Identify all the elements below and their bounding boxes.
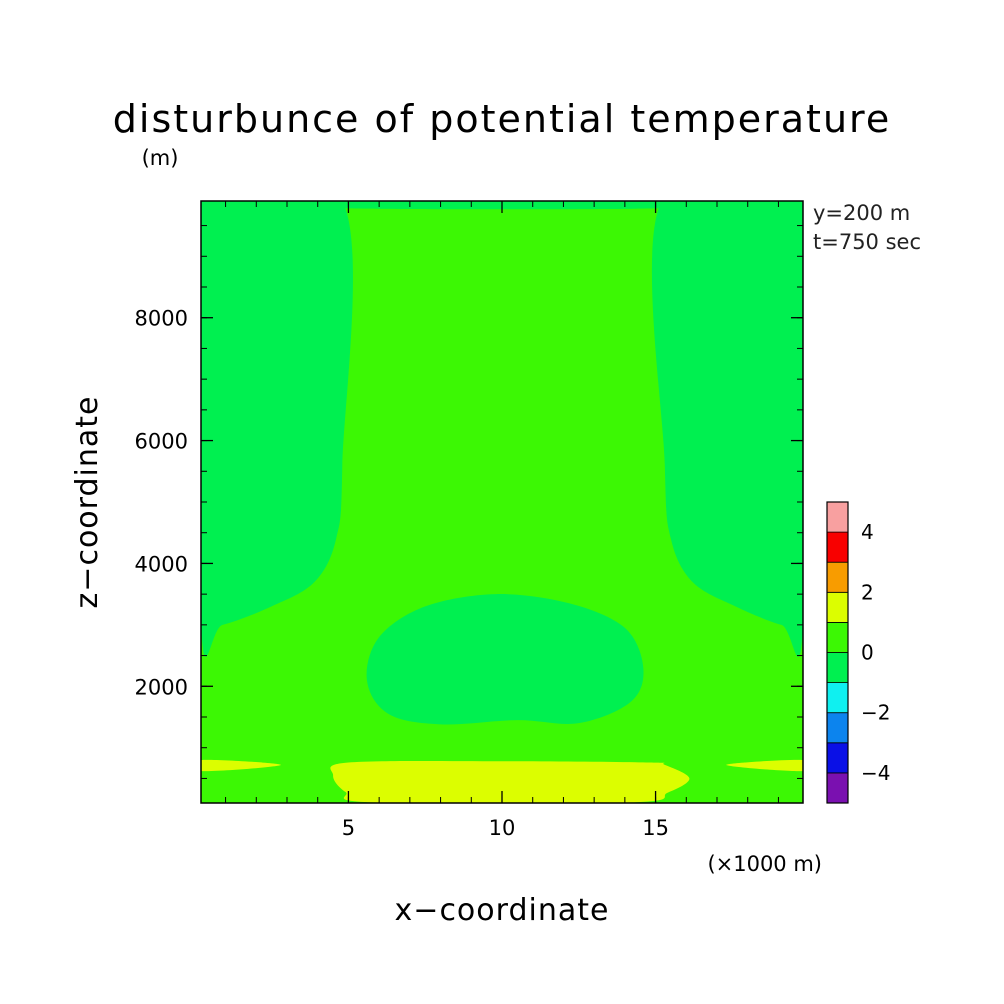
x-tick-label: 15 [642, 816, 669, 840]
colorbar-swatch [826, 591, 849, 623]
x-axis-ticks: 5 10 15 [342, 201, 669, 840]
colorbar-tick-label: 2 [861, 580, 874, 604]
colorbar: 4 2 0 −2 −4 [826, 501, 890, 804]
annotation-time: t=750 sec [813, 230, 921, 254]
colorbar-swatch [826, 622, 849, 653]
colorbar-swatches [826, 501, 849, 804]
colorbar-swatch [826, 682, 849, 714]
contour-region-upper-right-negative [651, 201, 803, 657]
y-tick-label: 8000 [135, 307, 188, 331]
x-tick-label: 10 [489, 816, 516, 840]
x-axis-title: x−coordinate [395, 893, 610, 928]
colorbar-swatch [826, 772, 849, 804]
y-tick-label: 4000 [135, 552, 188, 576]
y-unit-label: (m) [142, 146, 179, 170]
colorbar-frame [826, 501, 849, 804]
colorbar-swatch [826, 531, 849, 563]
colorbar-swatch [826, 561, 849, 593]
colorbar-swatch [826, 501, 849, 533]
contour-region-bottom-right-positive [726, 759, 803, 772]
plot-area: 5 10 15 2000 4000 6000 8000 [135, 200, 804, 840]
contour-regions [201, 201, 803, 803]
contour-region-upper-left-negative [201, 201, 353, 657]
y-tick-label: 2000 [135, 675, 188, 699]
colorbar-tick-label: −4 [861, 761, 890, 785]
chart-title: disturbunce of potential temperature [113, 97, 891, 141]
colorbar-swatch [826, 712, 849, 744]
x-tick-label: 5 [342, 816, 355, 840]
colorbar-swatch [826, 742, 849, 774]
contour-region-bottom-center-positive [330, 760, 690, 803]
annotation-y-slice: y=200 m [813, 201, 910, 225]
y-axis-title: z−coordinate [70, 396, 105, 609]
contour-region-central-negative-blob [366, 594, 644, 725]
x-unit-label: (×1000 m) [707, 852, 822, 876]
colorbar-labels: 4 2 0 −2 −4 [861, 520, 890, 785]
y-tick-label: 6000 [135, 430, 188, 454]
colorbar-tick-label: 0 [861, 641, 874, 665]
contour-region-bottom-left-positive [201, 759, 281, 772]
y-axis-ticks: 2000 4000 6000 8000 [135, 307, 803, 699]
colorbar-tick-label: −2 [861, 701, 890, 725]
colorbar-tick-label: 4 [861, 520, 874, 544]
colorbar-swatch [826, 652, 849, 684]
